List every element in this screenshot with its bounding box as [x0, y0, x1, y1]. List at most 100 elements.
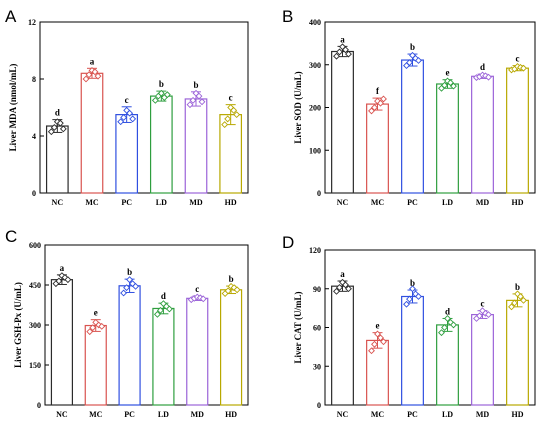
- y-tick-label: 100: [309, 146, 321, 155]
- x-tick-label: MC: [89, 410, 103, 419]
- data-point: [485, 73, 492, 81]
- data-point: [195, 92, 203, 100]
- data-point: [156, 306, 164, 314]
- panel-letter-D: D: [282, 233, 294, 252]
- plot-frame: [324, 249, 536, 406]
- x-tick-label: HD: [512, 410, 524, 419]
- significance-letter: b: [159, 79, 164, 89]
- data-point: [444, 315, 451, 322]
- x-tick-label: LD: [156, 198, 167, 207]
- data-point: [82, 75, 90, 83]
- x-tick-label: MD: [476, 198, 490, 207]
- x-tick-label: PC: [407, 198, 418, 207]
- significance-letter: e: [446, 68, 450, 78]
- significance-letter: b: [127, 267, 132, 277]
- y-tick-label: 300: [29, 321, 41, 330]
- significance-letter: b: [515, 282, 520, 292]
- data-point: [47, 128, 55, 136]
- x-tick-label: LD: [442, 410, 453, 419]
- y-axis-title: Liver CAT (U/mL): [293, 292, 303, 364]
- x-tick-label: MD: [476, 410, 490, 419]
- x-tick-label: PC: [407, 410, 418, 419]
- data-point: [333, 287, 340, 295]
- data-point: [59, 125, 67, 133]
- data-point: [441, 81, 448, 89]
- data-point: [415, 293, 422, 300]
- data-point: [85, 71, 93, 79]
- data-point: [517, 293, 524, 300]
- x-tick-label: HD: [512, 198, 524, 207]
- plot-frame: [39, 21, 249, 194]
- bar-nc: [331, 50, 354, 194]
- x-tick-label: NC: [337, 198, 349, 207]
- data-point: [342, 46, 349, 54]
- data-point: [447, 79, 454, 87]
- y-tick-label: 30: [313, 362, 321, 371]
- y-tick-label: 300: [309, 61, 321, 70]
- data-point: [406, 295, 413, 303]
- y-tick-label: 60: [313, 324, 321, 333]
- data-point: [126, 109, 134, 117]
- x-tick-label: NC: [52, 198, 64, 207]
- y-axis-title: Liver SOD (U/mL): [293, 71, 303, 143]
- data-point: [508, 303, 515, 311]
- data-point: [117, 118, 125, 126]
- y-axis-title: Liver GSH-Px (U/mL): [13, 282, 23, 368]
- data-point: [438, 329, 445, 337]
- data-point: [520, 296, 527, 304]
- x-tick-label: PC: [124, 410, 135, 419]
- data-point: [368, 347, 375, 355]
- significance-letter: a: [60, 263, 65, 273]
- significance-letter: a: [90, 56, 95, 66]
- data-point: [409, 285, 416, 293]
- data-point: [186, 101, 194, 109]
- bar-md: [186, 297, 209, 406]
- data-point: [98, 322, 106, 330]
- chart-panel-d: 0 30 60 90 120 Liver CAT (U/mL) a NC e MC b PC d LD c M…: [293, 246, 536, 419]
- bar-pc: [401, 295, 424, 406]
- data-point: [126, 276, 134, 284]
- significance-letter: b: [229, 274, 234, 284]
- significance-letter: c: [195, 284, 199, 294]
- data-point: [374, 330, 381, 338]
- panel-letter-B: B: [282, 7, 293, 26]
- data-point: [403, 300, 410, 308]
- data-point: [336, 48, 343, 56]
- bar-hd: [506, 67, 529, 194]
- data-point: [333, 52, 340, 60]
- significance-letter: c: [516, 54, 520, 64]
- data-point: [89, 324, 97, 332]
- data-point: [342, 281, 349, 289]
- data-point: [157, 89, 165, 97]
- data-point: [511, 299, 518, 307]
- data-point: [441, 324, 448, 331]
- data-point: [91, 68, 99, 76]
- data-point: [165, 305, 173, 313]
- bar-hd: [506, 299, 529, 406]
- significance-letter: d: [445, 306, 450, 316]
- bar-mc: [84, 324, 107, 406]
- panel-letter-C: C: [5, 227, 17, 246]
- data-point: [368, 107, 375, 115]
- data-point: [485, 311, 492, 319]
- y-tick-label: 600: [29, 241, 41, 250]
- significance-letter: d: [161, 291, 166, 301]
- chart-panel-a: 0 4 8 12 Liver MDA (nmol/mL) d NC a MC c PC b LD b MD c…: [8, 18, 249, 207]
- data-point: [233, 111, 241, 119]
- bar-ld: [436, 324, 459, 406]
- data-point: [123, 284, 131, 292]
- data-point: [86, 328, 94, 336]
- data-point: [345, 50, 352, 58]
- data-point: [58, 272, 66, 280]
- x-tick-label: LD: [158, 410, 169, 419]
- significance-letter: b: [410, 42, 415, 52]
- y-tick-label: 0: [317, 401, 321, 410]
- data-point: [151, 96, 159, 104]
- bar-nc: [45, 125, 69, 194]
- data-point: [380, 95, 387, 103]
- data-point: [120, 289, 128, 297]
- bar-pc: [118, 285, 141, 406]
- data-point: [132, 282, 140, 290]
- data-point: [189, 96, 197, 104]
- x-tick-label: MC: [371, 410, 385, 419]
